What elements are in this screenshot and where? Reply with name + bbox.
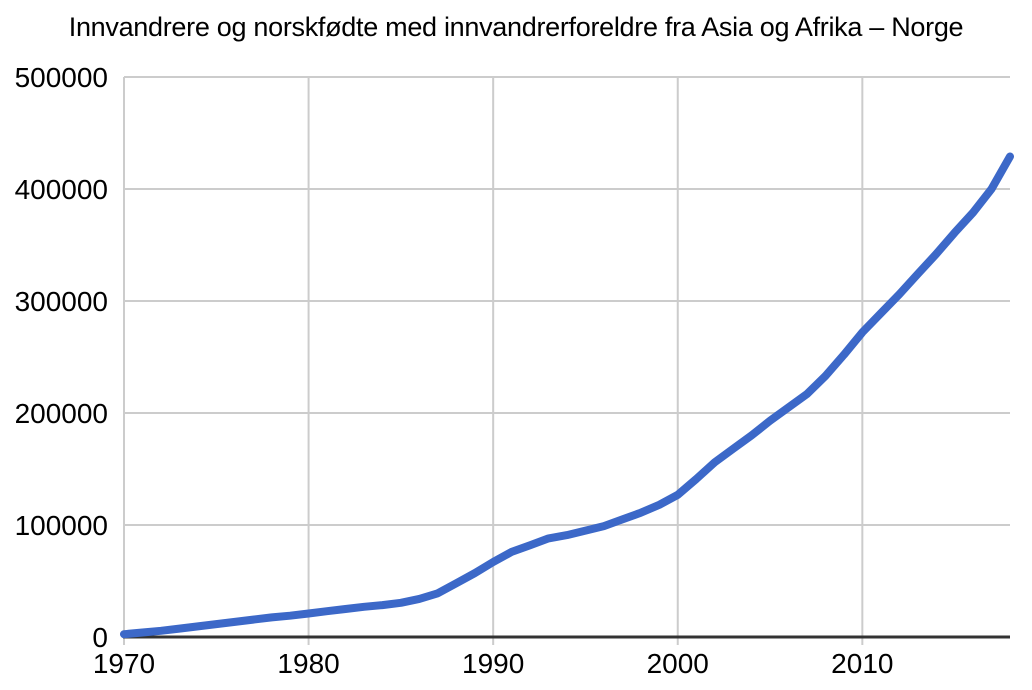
y-tick-label: 400000 bbox=[15, 174, 108, 205]
x-tick-label: 2010 bbox=[831, 648, 893, 679]
x-tick-label: 1990 bbox=[462, 648, 524, 679]
x-tick-label: 2000 bbox=[647, 648, 709, 679]
y-tick-label: 500000 bbox=[15, 62, 108, 93]
y-tick-label: 300000 bbox=[15, 286, 108, 317]
data-series-line bbox=[120, 152, 1014, 639]
x-tick-label: 1980 bbox=[277, 648, 339, 679]
y-tick-label: 200000 bbox=[15, 398, 108, 429]
chart-title: Innvandrere og norskfødte med innvandrer… bbox=[68, 12, 964, 42]
x-tick-label: 1970 bbox=[93, 648, 155, 679]
y-tick-label: 0 bbox=[92, 622, 108, 653]
y-tick-label: 100000 bbox=[15, 510, 108, 541]
